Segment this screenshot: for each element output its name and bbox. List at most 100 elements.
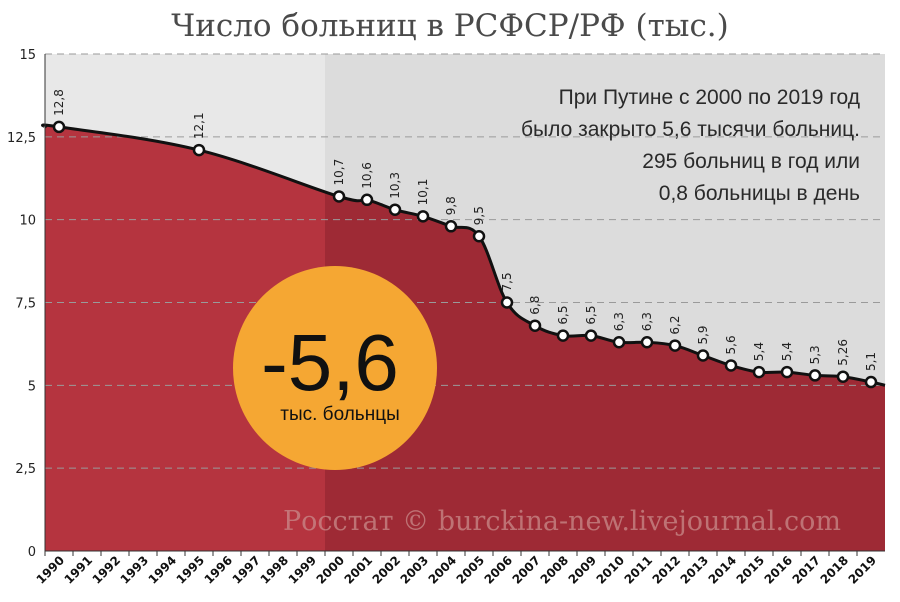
series-area-pre-2000 [45,125,325,551]
x-tick-label: 1995 [174,553,208,587]
data-point [332,190,346,203]
data-label: 5,1 [864,352,878,371]
data-point [528,319,542,332]
y-tick-label: 10 [19,214,36,229]
y-tick-label: 2,5 [15,462,36,477]
y-tick-label: 5 [28,379,36,394]
x-tick-label: 1993 [118,553,152,587]
x-tick-label: 2002 [370,553,404,587]
y-tick-label: 15 [19,48,36,63]
data-point [836,370,850,383]
data-point [416,210,430,223]
y-axis: 0 2,5 5 7,5 10 12,5 15 [7,48,46,560]
data-label: 5,9 [696,325,710,344]
data-label: 6,5 [556,306,570,325]
annotation-line-3: 295 больниц в год или [642,150,860,173]
x-tick-label: 2003 [398,553,432,587]
data-point [388,203,402,216]
data-label: 9,8 [444,196,458,215]
x-tick-label: 2008 [538,553,572,587]
data-point [556,329,570,342]
area-layer [45,125,885,551]
x-tick-label: 2009 [566,553,600,587]
data-label: 10,6 [360,162,374,189]
x-tick-label: 2005 [454,553,488,587]
data-label: 6,3 [612,312,626,331]
x-tick-label: 2018 [818,553,852,587]
data-label: 5,26 [836,339,850,366]
x-tick-label: 1994 [146,553,180,587]
x-tick-label: 1992 [90,553,124,587]
x-tick-label: 1990 [34,553,68,587]
data-point [780,365,794,379]
chart-title: Число больниц в РСФСР/РФ (тыс.) [171,8,729,44]
summary-badge: -5,6 тыс. больнцы [233,266,437,470]
x-tick-label: 2011 [622,553,656,587]
x-axis: 1990199119921993199419951996199719981999… [34,550,885,587]
data-label: 6,3 [640,312,654,331]
data-point [472,229,486,243]
data-point [752,365,766,379]
series-area-2000-2019 [325,191,885,551]
data-label: 10,1 [416,179,430,206]
watermark: Росстат © burckina-new.livejournal.com [283,506,841,537]
data-label: 5,6 [724,335,738,354]
x-tick-label: 2019 [846,553,880,587]
data-point [444,220,458,233]
data-label: 9,5 [472,206,486,225]
data-label: 5,4 [752,342,766,361]
data-labels: 12,8 12,1 10,7 10,6 10,3 10,1 9,8 9,5 7,5 6,8 6,5 6… [52,89,878,371]
data-point [864,375,878,389]
y-tick-label: 0 [28,545,36,560]
data-label: 7,5 [500,272,514,291]
x-tick-label: 2016 [762,553,796,587]
data-label: 5,3 [808,345,822,364]
annotation-line-1: При Путине с 2000 по 2019 год [559,86,860,109]
x-tick-label: 2012 [650,553,684,587]
grid-lines [45,53,885,469]
x-tick-label: 2004 [426,553,460,587]
badge-circle [233,266,437,470]
data-label: 10,3 [388,172,402,199]
x-tick-label: 2000 [314,553,348,587]
data-label: 12,8 [52,89,66,116]
data-label: 6,2 [668,315,682,334]
data-label: 5,4 [780,342,794,361]
data-label: 6,8 [528,296,542,315]
badge-value: -5,6 [261,318,399,407]
annotation-line-2: было закрыто 5,6 тысячи больниц. [521,118,860,141]
watermark-layer: Росстат © burckina-new.livejournal.com [283,506,841,537]
data-point [696,349,710,362]
x-tick-label: 1996 [202,553,236,587]
x-tick-label: 2017 [790,553,824,587]
data-point [640,336,654,349]
data-point [360,193,374,207]
annotation: При Путине с 2000 по 2019 год было закры… [521,86,860,205]
data-point [724,359,738,372]
data-markers [52,120,878,389]
data-point [808,369,822,382]
data-point [584,329,598,342]
y-tick-label: 7,5 [15,297,36,312]
x-tick-label: 1997 [230,553,264,587]
annotation-line-4: 0,8 больницы в день [659,182,860,205]
data-label: 12,1 [192,112,206,139]
data-point [500,296,514,309]
x-tick-label: 2007 [510,553,544,587]
x-tick-label: 2014 [706,553,740,587]
badge-caption: тыс. больнцы [280,404,399,425]
x-tick-label: 2001 [342,553,376,587]
x-tick-label: 1999 [286,553,320,587]
data-label: 10,7 [332,159,346,186]
data-point [52,120,66,134]
x-tick-label: 1991 [62,553,96,587]
data-point [668,339,682,352]
y-tick-label: 12,5 [7,131,36,146]
x-tick-label: 2015 [734,553,768,587]
data-point [192,143,206,157]
x-tick-label: 2006 [482,553,516,587]
x-tick-label: 1998 [258,553,292,587]
data-point [612,336,626,349]
data-label: 6,5 [584,306,598,325]
